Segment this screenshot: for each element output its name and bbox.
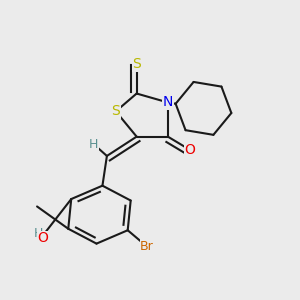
Text: O: O xyxy=(38,231,48,245)
Text: H: H xyxy=(34,227,43,240)
Text: Br: Br xyxy=(140,240,154,253)
Text: S: S xyxy=(111,104,120,118)
Text: O: O xyxy=(185,143,196,157)
Text: S: S xyxy=(132,57,141,71)
Text: H: H xyxy=(89,138,98,151)
Text: N: N xyxy=(163,95,173,110)
